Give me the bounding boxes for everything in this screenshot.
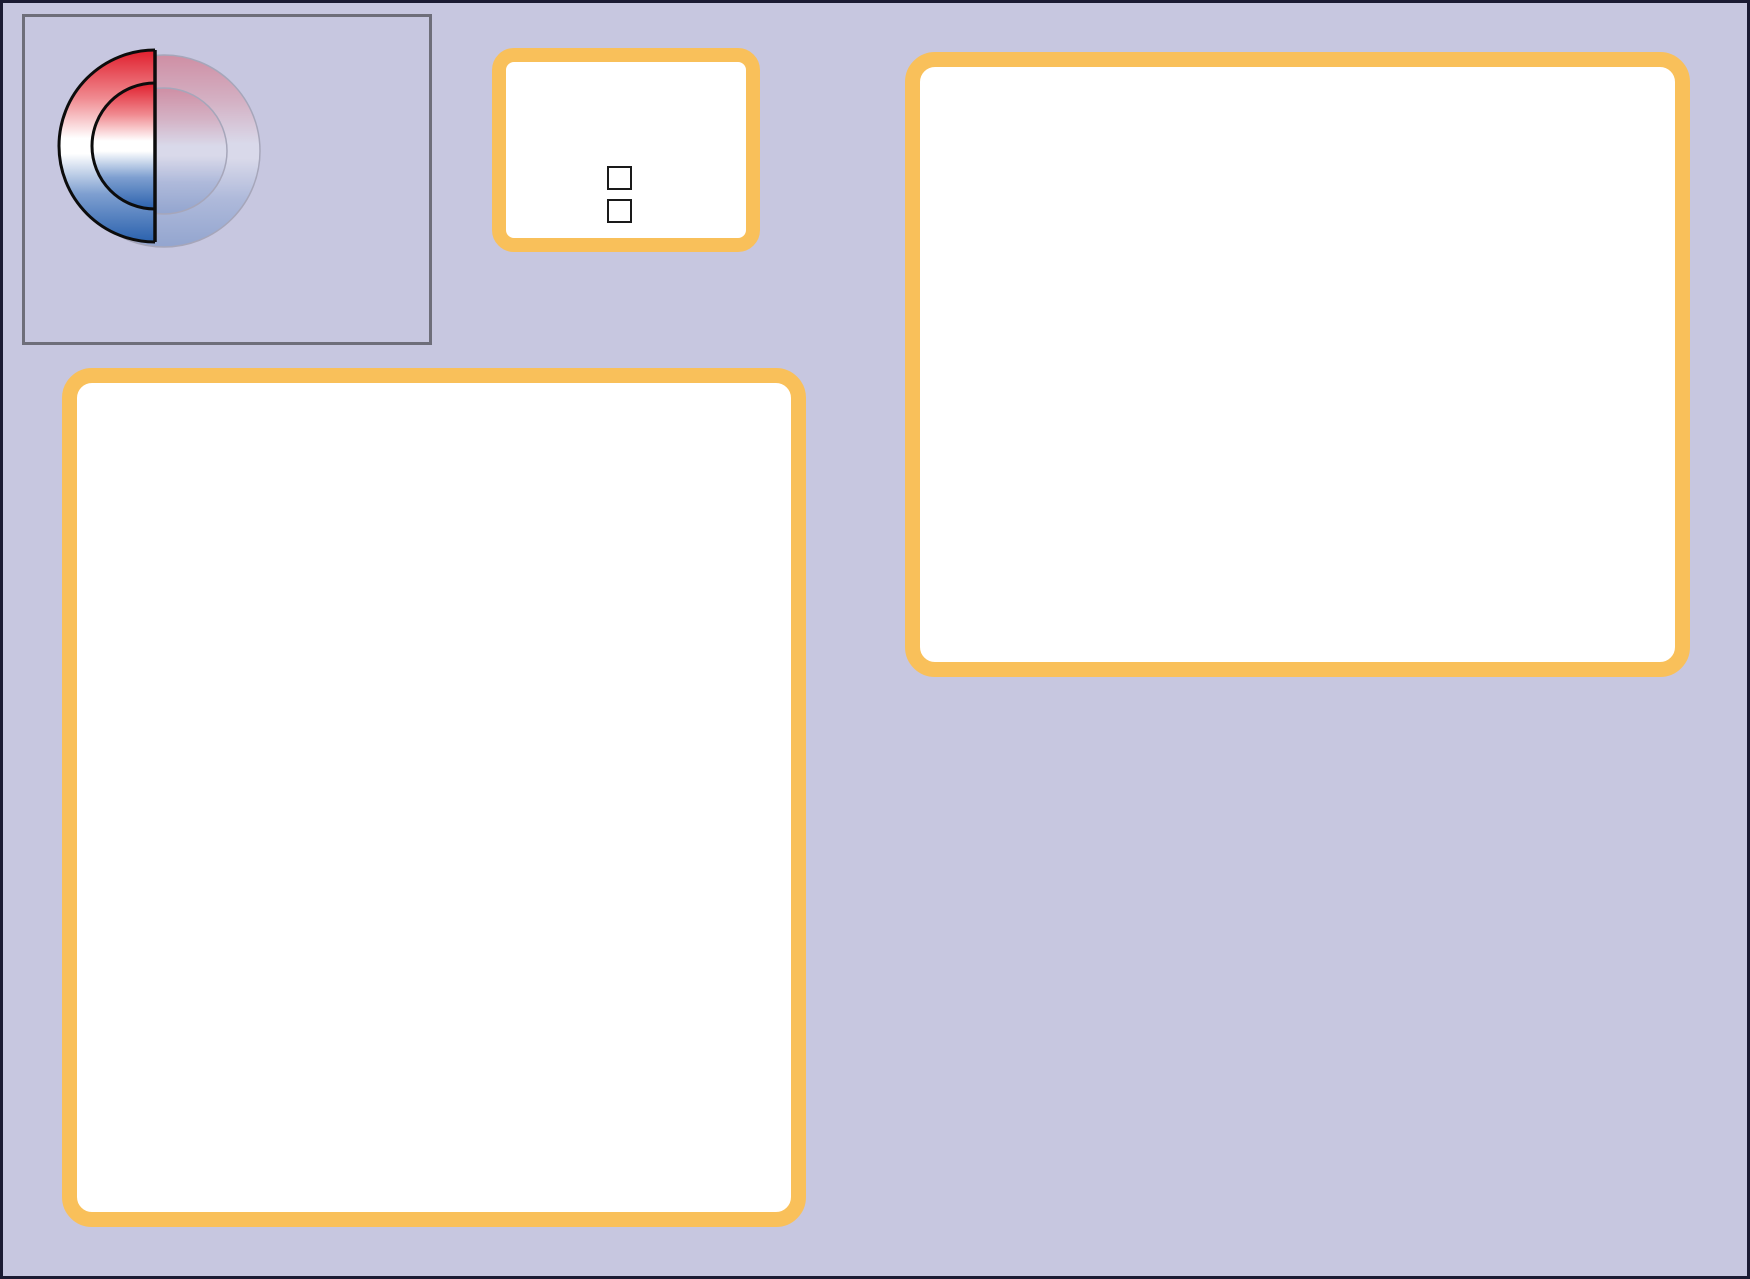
updown-ring-legend [22, 14, 432, 345]
down-color-swatch [607, 199, 632, 223]
up-color-swatch [607, 166, 632, 190]
updown-ring-graphic [57, 48, 261, 248]
legend-item-down [607, 199, 654, 223]
estrogen-color-legend [492, 48, 760, 252]
legend-item-up [607, 166, 654, 190]
apc-heatmap-panel [62, 368, 806, 1227]
replication-fork-panel [905, 52, 1690, 677]
